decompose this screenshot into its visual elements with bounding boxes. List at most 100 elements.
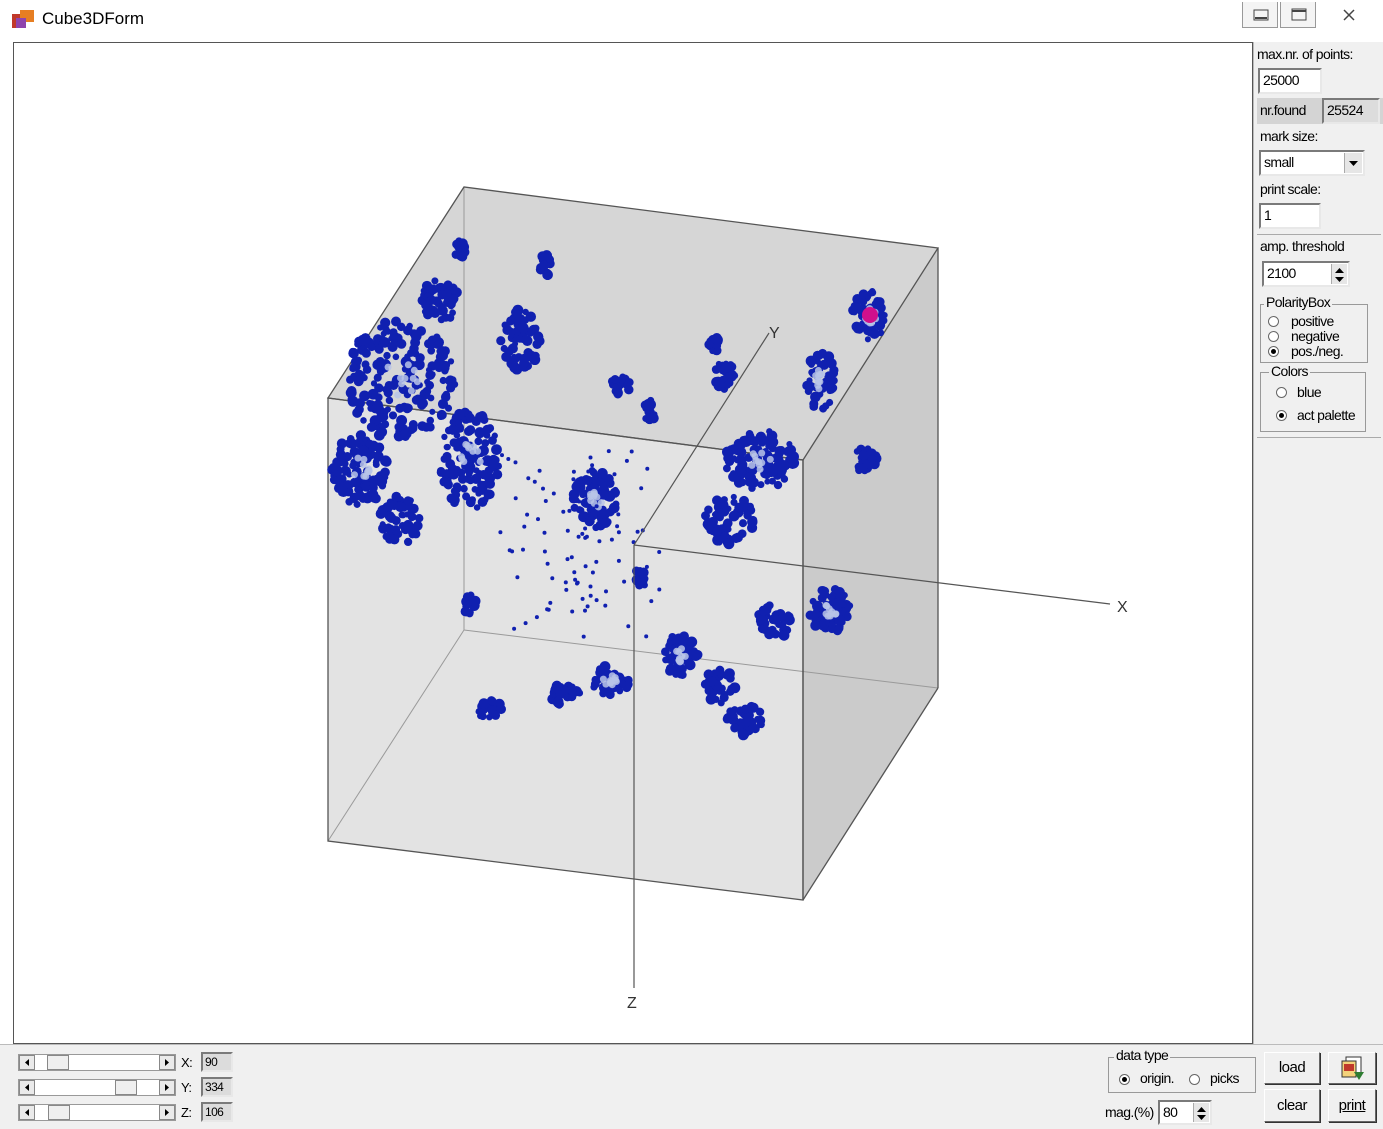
print-scale-label: print scale: xyxy=(1260,181,1321,197)
data-point xyxy=(567,683,574,690)
scroll-left-icon[interactable] xyxy=(19,1105,35,1120)
y-slider-thumb[interactable] xyxy=(114,1080,137,1095)
data-point xyxy=(396,322,406,332)
data-point xyxy=(561,509,566,514)
data-point xyxy=(370,380,378,387)
max-points-input[interactable]: 25000 xyxy=(1258,68,1322,94)
data-point xyxy=(452,239,462,249)
data-point xyxy=(647,412,658,423)
y-slice-slider[interactable] xyxy=(18,1079,176,1096)
magnification-spinner[interactable]: 80 xyxy=(1158,1100,1212,1125)
minimize-button[interactable] xyxy=(1242,2,1278,28)
z-slice-slider[interactable] xyxy=(18,1104,176,1121)
data-point xyxy=(711,333,722,343)
data-point xyxy=(449,309,456,317)
data-point xyxy=(618,375,626,384)
data-point xyxy=(764,629,775,640)
data-point xyxy=(850,301,860,311)
colors-act-palette-label: act palette xyxy=(1297,407,1356,423)
data-point xyxy=(498,530,503,535)
print-scale-input[interactable]: 1 xyxy=(1259,203,1321,229)
x-slice-slider[interactable] xyxy=(18,1054,176,1071)
data-point xyxy=(512,309,521,318)
polarity-negative-radio[interactable] xyxy=(1268,331,1279,342)
data-type-picks-radio[interactable] xyxy=(1189,1074,1200,1085)
data-point xyxy=(424,387,431,394)
data-point xyxy=(746,502,754,511)
data-point xyxy=(821,377,829,385)
scroll-right-icon[interactable] xyxy=(159,1055,175,1070)
spin-arrows-icon[interactable] xyxy=(1193,1103,1209,1122)
chevron-down-icon[interactable] xyxy=(1344,153,1362,173)
data-point xyxy=(387,341,398,352)
mark-size-select[interactable]: small xyxy=(1259,150,1365,176)
polarity-positive-radio[interactable] xyxy=(1268,316,1279,327)
data-point xyxy=(521,547,525,552)
data-point xyxy=(766,455,774,463)
x-slider-thumb[interactable] xyxy=(47,1055,70,1070)
clear-button[interactable]: clear xyxy=(1264,1089,1320,1122)
maximize-button[interactable] xyxy=(1280,2,1316,28)
data-point xyxy=(866,330,873,337)
data-point xyxy=(380,413,389,421)
x-slice-value: 90 xyxy=(201,1052,233,1072)
data-point xyxy=(743,511,752,520)
colors-act-palette-radio[interactable] xyxy=(1276,410,1287,421)
scroll-right-icon[interactable] xyxy=(159,1080,175,1095)
data-point xyxy=(572,570,577,575)
cube-3d-viewport[interactable]: X Y Z xyxy=(13,42,1253,1044)
data-point xyxy=(393,431,405,442)
data-type-picks-label: picks xyxy=(1210,1070,1240,1086)
data-point xyxy=(378,335,386,343)
data-point xyxy=(588,593,593,598)
data-point xyxy=(722,464,731,473)
export-picture-button[interactable] xyxy=(1328,1052,1376,1084)
load-button[interactable]: load xyxy=(1264,1052,1320,1084)
data-point xyxy=(574,487,582,494)
data-point xyxy=(738,519,748,528)
data-type-title: data type xyxy=(1114,1047,1171,1063)
amp-threshold-spinner[interactable]: 2100 xyxy=(1262,261,1350,287)
data-point xyxy=(388,411,398,420)
data-point xyxy=(666,639,673,647)
data-point xyxy=(492,710,500,718)
data-type-origin-radio[interactable] xyxy=(1119,1074,1130,1085)
data-point xyxy=(569,555,574,560)
data-point xyxy=(639,574,648,583)
scroll-left-icon[interactable] xyxy=(19,1055,35,1070)
data-point xyxy=(612,486,619,493)
data-point xyxy=(537,468,542,473)
data-point xyxy=(644,634,649,639)
data-point xyxy=(666,656,675,664)
data-point xyxy=(576,689,584,697)
colors-blue-radio[interactable] xyxy=(1276,387,1287,398)
data-point xyxy=(444,456,452,463)
data-point xyxy=(515,575,520,580)
polarity-posneg-radio[interactable] xyxy=(1268,346,1279,357)
data-point xyxy=(591,490,598,498)
data-point xyxy=(642,404,650,412)
z-slider-thumb[interactable] xyxy=(48,1105,71,1120)
data-point xyxy=(382,532,390,541)
data-point xyxy=(423,309,433,320)
data-point xyxy=(736,447,747,458)
data-point xyxy=(816,378,824,386)
data-point xyxy=(354,356,363,364)
spin-arrows-icon[interactable] xyxy=(1331,264,1347,284)
data-point xyxy=(506,457,511,461)
data-point xyxy=(563,580,568,585)
data-point xyxy=(631,566,642,576)
data-point xyxy=(500,453,504,458)
print-button[interactable]: print xyxy=(1328,1089,1376,1122)
data-point xyxy=(475,470,483,478)
data-point xyxy=(561,686,570,695)
data-point xyxy=(862,307,878,323)
scroll-right-icon[interactable] xyxy=(159,1105,175,1120)
data-point xyxy=(757,436,767,446)
close-button[interactable] xyxy=(1318,2,1380,28)
data-point xyxy=(612,472,617,477)
data-point xyxy=(513,496,518,501)
scroll-left-icon[interactable] xyxy=(19,1080,35,1095)
data-point xyxy=(568,493,579,504)
data-point xyxy=(768,477,776,485)
